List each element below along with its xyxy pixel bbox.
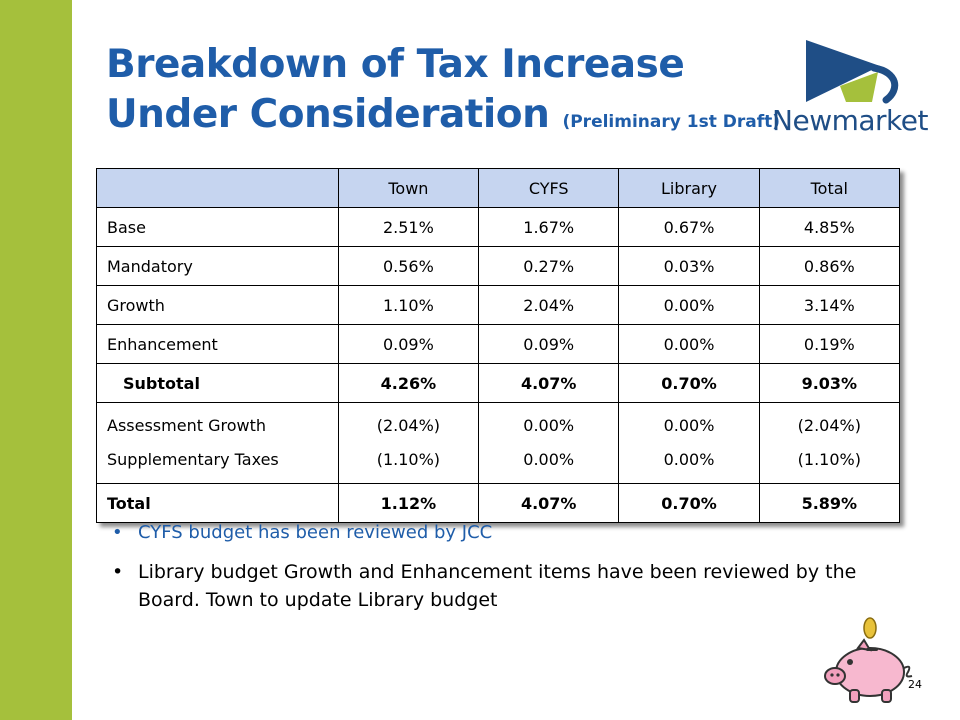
row-label: Growth [96,285,339,325]
bullet-text: Library budget Growth and Enhancement it… [138,561,857,611]
bullet-text: CYFS budget has been reviewed by JCC [138,522,493,543]
table-row: Enhancement 0.09% 0.09% 0.00% 0.19% [96,324,901,364]
table-cell: 0.00% [523,416,575,435]
table-cell: 0.70% [618,483,760,523]
table-cell-pair: 0.00% 0.00% [478,402,620,484]
table-cell: 2.04% [478,285,620,325]
header-cell: Library [618,168,760,208]
table-cell: 2.51% [337,207,480,247]
newmarket-logo-icon [806,40,899,104]
table-cell: 0.03% [618,246,760,286]
table-cell: 1.67% [478,207,620,247]
bullet-item: • CYFS budget has been reviewed by JCC [112,520,872,546]
table-cell: (2.04%) [797,416,861,435]
bullet-dot-icon: • [112,561,124,583]
row-label: Supplementary Taxes [107,450,279,469]
table-cell: 4.26% [337,363,480,403]
header-cell [96,168,339,208]
total-row: Total 1.12% 4.07% 0.70% 5.89% [96,483,901,523]
bullet-list: • CYFS budget has been reviewed by JCC •… [112,520,872,626]
table-row: Base 2.51% 1.67% 0.67% 4.85% [96,207,901,247]
row-label: Total [96,483,339,523]
tax-breakdown-table: Town CYFS Library Total Base 2.51% 1.67%… [96,168,901,523]
table-cell: 0.86% [758,246,901,286]
table-header-row: Town CYFS Library Total [96,168,901,208]
table-cell: 0.09% [337,324,480,364]
row-label-pair: Assessment Growth Supplementary Taxes [96,402,339,484]
table-cell: (2.04%) [376,416,441,435]
header-cell: CYFS [478,168,620,208]
table-cell: 1.12% [337,483,480,523]
logo-wordmark: Newmarket [772,104,928,137]
table-cell: 9.03% [758,363,901,403]
piggy-bank-icon [824,617,913,703]
table-cell: 0.67% [618,207,760,247]
table-cell: 0.00% [663,416,715,435]
table-cell: (1.10%) [376,450,441,469]
table-cell-pair: (2.04%) (1.10%) [758,402,901,484]
table-cell: 4.85% [758,207,901,247]
bullet-item: • Library budget Growth and Enhancement … [112,558,872,614]
table-row: Mandatory 0.56% 0.27% 0.03% 0.86% [96,246,901,286]
row-label: Mandatory [96,246,339,286]
row-label: Enhancement [96,324,339,364]
row-label: Base [96,207,339,247]
table-cell: 0.27% [478,246,620,286]
row-label: Assessment Growth [107,416,266,435]
slide-title: Breakdown of Tax Increase Under Consider… [106,40,780,147]
title-line-1: Breakdown of Tax Increase [106,42,685,87]
table-cell: 4.07% [478,363,620,403]
table-cell: 5.89% [758,483,901,523]
title-draft-note: (Preliminary 1st Draft) [562,112,780,132]
table-cell: 0.09% [478,324,620,364]
table-cell: 1.10% [337,285,480,325]
row-label: Subtotal [96,363,339,403]
table-cell: 0.00% [663,450,715,469]
bullet-dot-icon: • [112,522,123,543]
table-cell: (1.10%) [797,450,861,469]
table-row: Growth 1.10% 2.04% 0.00% 3.14% [96,285,901,325]
page-number: 24 [908,678,922,691]
header-cell: Town [337,168,480,208]
table-cell: 0.19% [758,324,901,364]
table-cell: 0.00% [618,324,760,364]
table-cell: 0.00% [618,285,760,325]
title-line-2: Under Consideration [106,92,550,137]
subtotal-row: Subtotal 4.26% 4.07% 0.70% 9.03% [96,363,901,403]
table-cell: 4.07% [478,483,620,523]
side-accent-bar [0,0,72,720]
table-cell: 0.70% [618,363,760,403]
table-cell: 0.00% [523,450,575,469]
adjustments-row: Assessment Growth Supplementary Taxes (2… [96,402,901,484]
table-cell-pair: (2.04%) (1.10%) [337,402,480,484]
table-cell: 3.14% [758,285,901,325]
header-cell: Total [758,168,901,208]
table-cell: 0.56% [337,246,480,286]
table-cell-pair: 0.00% 0.00% [618,402,760,484]
